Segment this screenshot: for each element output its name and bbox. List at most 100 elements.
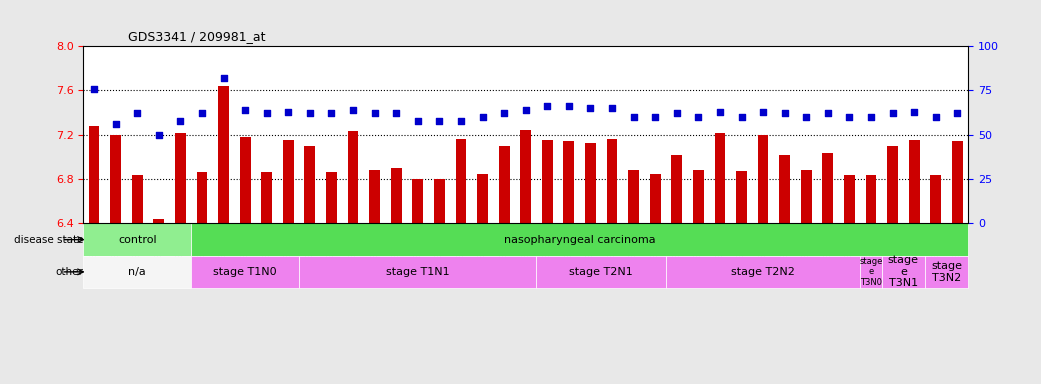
Point	[819, 111, 836, 117]
Bar	[780, 155, 790, 223]
Point	[258, 111, 275, 117]
Bar	[607, 139, 617, 223]
Point	[431, 118, 448, 124]
Bar	[909, 140, 919, 223]
Bar	[931, 175, 941, 223]
Point	[172, 118, 188, 124]
Bar	[693, 170, 704, 223]
Bar	[951, 141, 963, 223]
Bar	[671, 155, 682, 223]
Bar	[758, 135, 768, 223]
Point	[928, 114, 944, 120]
FancyBboxPatch shape	[83, 223, 192, 256]
Point	[906, 109, 922, 115]
Text: stage
e
T3N1: stage e T3N1	[888, 255, 919, 288]
Point	[453, 118, 469, 124]
Bar	[304, 146, 315, 223]
Text: stage T1N1: stage T1N1	[386, 267, 450, 277]
Point	[841, 114, 858, 120]
Bar	[412, 179, 424, 223]
Text: other: other	[55, 267, 83, 277]
Point	[496, 111, 512, 117]
Bar	[370, 170, 380, 223]
Bar	[110, 135, 121, 223]
Text: stage
T3N2: stage T3N2	[931, 261, 962, 283]
Bar	[197, 172, 207, 223]
Point	[107, 121, 124, 127]
FancyBboxPatch shape	[192, 223, 968, 256]
Bar	[866, 175, 877, 223]
Point	[863, 114, 880, 120]
Bar	[801, 170, 812, 223]
Point	[798, 114, 815, 120]
FancyBboxPatch shape	[666, 256, 860, 288]
Point	[129, 111, 146, 117]
Bar	[736, 171, 747, 223]
Bar	[563, 141, 575, 223]
Point	[560, 103, 577, 109]
Bar	[520, 130, 531, 223]
Bar	[628, 170, 639, 223]
Bar	[283, 140, 294, 223]
Bar	[477, 174, 488, 223]
Point	[539, 103, 556, 109]
Point	[755, 109, 771, 115]
Point	[215, 75, 232, 81]
Point	[646, 114, 663, 120]
Point	[668, 111, 685, 117]
Point	[733, 114, 750, 120]
Point	[236, 107, 253, 113]
Bar	[390, 168, 402, 223]
Bar	[434, 179, 445, 223]
Bar	[132, 175, 143, 223]
Bar	[326, 172, 337, 223]
Text: disease state: disease state	[14, 235, 83, 245]
Bar	[650, 174, 661, 223]
FancyBboxPatch shape	[860, 256, 882, 288]
Point	[604, 105, 620, 111]
Point	[345, 107, 361, 113]
Text: nasopharyngeal carcinoma: nasopharyngeal carcinoma	[504, 235, 656, 245]
Text: stage T1N0: stage T1N0	[213, 267, 277, 277]
Text: control: control	[118, 235, 156, 245]
Bar	[153, 219, 164, 223]
Point	[949, 111, 966, 117]
Bar	[456, 139, 466, 223]
Bar	[844, 175, 855, 223]
Point	[582, 105, 599, 111]
Bar	[714, 132, 726, 223]
Point	[85, 86, 102, 92]
Point	[151, 132, 168, 138]
Text: stage T2N2: stage T2N2	[731, 267, 795, 277]
Bar	[585, 142, 595, 223]
Bar	[348, 131, 358, 223]
FancyBboxPatch shape	[925, 256, 968, 288]
Point	[323, 111, 339, 117]
Point	[388, 111, 405, 117]
Bar	[499, 146, 509, 223]
Point	[366, 111, 383, 117]
Text: stage
e
T3N0: stage e T3N0	[859, 257, 883, 287]
Point	[302, 111, 319, 117]
Point	[280, 109, 297, 115]
Point	[884, 111, 900, 117]
Point	[777, 111, 793, 117]
Bar	[822, 152, 833, 223]
Bar	[88, 126, 100, 223]
Point	[517, 107, 534, 113]
Point	[194, 111, 210, 117]
Bar	[261, 172, 272, 223]
Text: GDS3341 / 209981_at: GDS3341 / 209981_at	[127, 30, 265, 43]
Point	[690, 114, 707, 120]
FancyBboxPatch shape	[83, 256, 192, 288]
Text: n/a: n/a	[128, 267, 146, 277]
FancyBboxPatch shape	[882, 256, 925, 288]
Point	[626, 114, 642, 120]
Point	[712, 109, 729, 115]
Bar	[219, 86, 229, 223]
Point	[409, 118, 426, 124]
FancyBboxPatch shape	[299, 256, 536, 288]
FancyBboxPatch shape	[536, 256, 666, 288]
Bar	[542, 140, 553, 223]
Bar	[887, 146, 898, 223]
